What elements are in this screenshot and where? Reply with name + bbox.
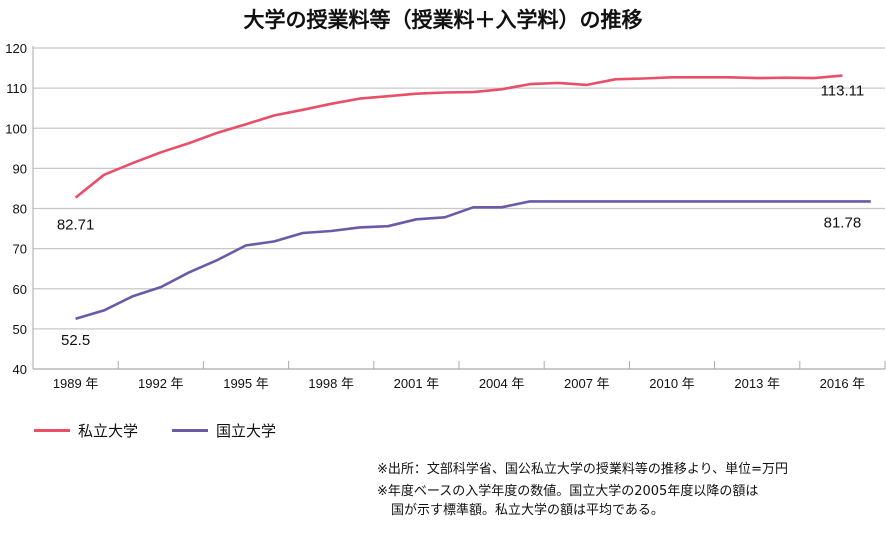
y-tick-label: 60 xyxy=(13,282,27,297)
x-tick-label: 2007 年 xyxy=(564,376,610,391)
line-chart: 40 50 60 70 80 90 100 110 120 1989 年 1992 年 1995 年 1… xyxy=(5,41,886,391)
x-tick-label: 1989 年 xyxy=(53,376,99,391)
legend-label-private: 私立大学 xyxy=(78,422,139,440)
x-tick-label: 2016 年 xyxy=(820,376,866,391)
x-tick-label: 1995 年 xyxy=(223,376,269,391)
legend-swatch-private xyxy=(34,429,70,432)
y-tick-label: 50 xyxy=(13,322,27,337)
x-tick-label: 2013 年 xyxy=(734,376,780,391)
y-tick-label: 70 xyxy=(13,242,27,257)
data-label: 52.5 xyxy=(61,332,90,349)
y-tick-label: 40 xyxy=(13,362,27,377)
y-tick-label: 110 xyxy=(6,81,27,96)
legend: 私立大学 国立大学 xyxy=(34,420,276,441)
data-note: ※年度ベースの入学年度の数値。国立大学の2005年度以降の額は xyxy=(377,484,759,499)
y-tick-label: 120 xyxy=(5,41,27,56)
data-label: 81.78 xyxy=(824,214,862,231)
legend-item-private: 私立大学 xyxy=(34,420,138,441)
series-line-private xyxy=(74,74,843,199)
legend-item-national: 国立大学 xyxy=(172,420,276,441)
x-tick-label: 2010 年 xyxy=(649,376,695,391)
data-note-continued: 国が示す標準額。私立大学の額は平均である。 xyxy=(391,503,664,518)
source-note: ※出所：文部科学省、国公私立大学の授業料等の推移より、単位=万円 xyxy=(377,462,789,477)
data-label: 82.71 xyxy=(57,217,95,234)
x-tick-label: 1998 年 xyxy=(308,376,354,391)
footnotes: ※出所：文部科学省、国公私立大学の授業料等の推移より、単位=万円 ※年度ベースの… xyxy=(377,459,788,522)
x-tick-label: 2004 年 xyxy=(479,376,525,391)
x-tick-label: 2001 年 xyxy=(394,376,440,391)
y-tick-label: 100 xyxy=(5,121,27,136)
y-tick-label: 90 xyxy=(13,161,27,176)
series-line-national xyxy=(75,200,871,321)
chart-title: 大学の授業料等（授業料＋入学料）の推移 xyxy=(243,8,643,32)
legend-label-national: 国立大学 xyxy=(216,422,277,440)
legend-swatch-national xyxy=(172,429,209,432)
data-label: 113.11 xyxy=(821,83,865,100)
x-tick-label: 1992 年 xyxy=(138,376,184,391)
y-tick-label: 80 xyxy=(13,202,27,217)
